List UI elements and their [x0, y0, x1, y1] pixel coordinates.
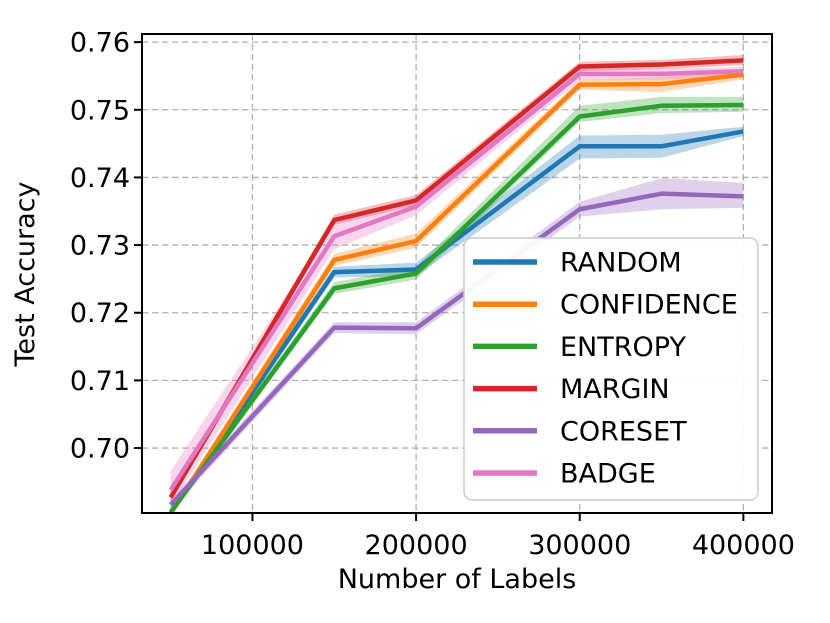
- y-tick-label: 0.73: [70, 231, 130, 262]
- series-line-random: [168, 129, 744, 513]
- plot-frame: [141, 33, 773, 514]
- ticks-layer: [134, 41, 745, 521]
- legend-label-margin: MARGIN: [560, 374, 670, 405]
- y-tick-label: 0.70: [70, 434, 130, 465]
- grid-layer: [142, 34, 772, 513]
- legend-label-confidence: CONFIDENCE: [560, 290, 738, 321]
- legend-label-random: RANDOM: [560, 248, 682, 279]
- x-axis-label: Number of Labels: [338, 564, 577, 595]
- series-line-margin: [168, 58, 744, 499]
- y-tick-label: 0.75: [70, 95, 130, 126]
- y-tick-label: 0.76: [70, 28, 130, 59]
- series-line-badge: [168, 68, 744, 492]
- x-tick-label: 300000: [528, 530, 631, 561]
- series-line-entropy: [168, 102, 744, 513]
- y-tick-label: 0.72: [70, 298, 130, 329]
- lines-layer: [168, 58, 744, 513]
- y-tick-label: 0.71: [70, 366, 130, 397]
- legend-label-coreset: CORESET: [560, 416, 687, 447]
- legend-label-badge: BADGE: [560, 459, 656, 490]
- x-tick-label: 200000: [365, 530, 468, 561]
- legend: RANDOM CONFIDENCE ENTROPY MARGIN CORESET BADG…: [463, 237, 759, 501]
- y-tick-label: 0.74: [70, 163, 130, 194]
- series-line-confidence: [168, 72, 744, 513]
- legend-box: [463, 237, 759, 501]
- y-axis-label: Test Accuracy: [10, 181, 41, 367]
- x-tick-label: 100000: [201, 530, 304, 561]
- x-tick-label: 400000: [692, 530, 795, 561]
- legend-label-entropy: ENTROPY: [560, 332, 686, 363]
- tick-labels-layer: 100000 200000 300000 400000 0.70 0.71 0.72 0.73…: [70, 28, 795, 561]
